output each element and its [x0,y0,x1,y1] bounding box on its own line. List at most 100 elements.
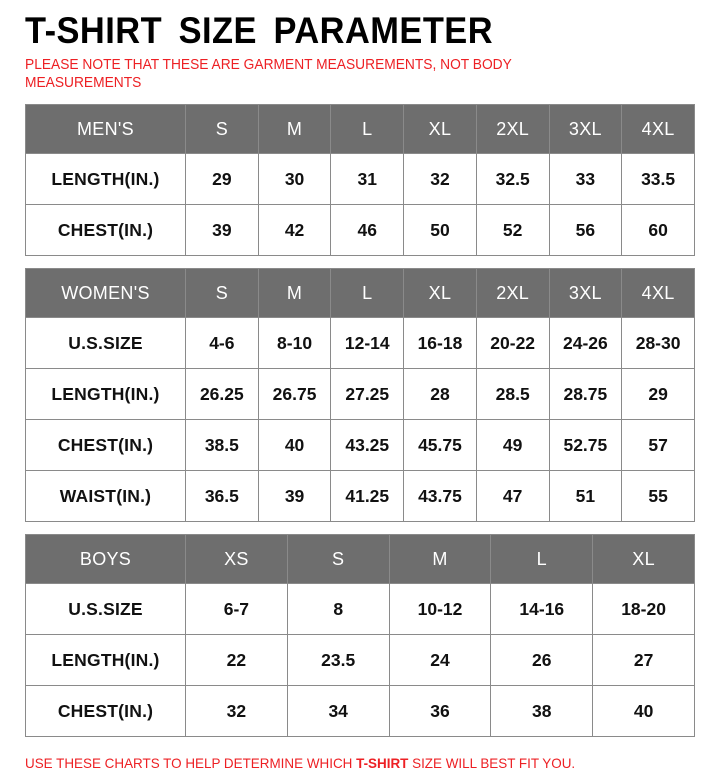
size-chart-mens: MEN'S S M L XL 2XL 3XL 4XL LENGTH(IN.) 29 30 31 32 32… [25,104,695,256]
footer-note: USE THESE CHARTS TO HELP DETERMINE WHICH… [25,737,668,772]
measurement-cell: 28 [403,368,477,420]
footer-prefix: USE THESE CHARTS TO HELP DETERMINE WHICH [25,755,357,771]
table-row: CHEST(IN.) 39 42 46 50 52 56 60 [25,204,695,256]
measurement-cell: 16-18 [403,317,477,369]
measurement-cell: 14-16 [490,583,594,635]
column-header-xl: XL [403,104,477,154]
measurement-cell: 12-14 [330,317,405,369]
measurement-cell: 46 [330,204,405,256]
row-label: U.S.SIZE [25,317,186,369]
measurement-cell: 40 [257,419,332,471]
measurement-cell: 26 [490,634,594,686]
table-row: U.S.SIZE 6-7 8 10-12 14-16 18-20 [25,583,695,635]
measurement-cell: 24 [388,634,492,686]
measurement-cell: 22 [185,634,288,686]
column-header-l: L [330,268,405,318]
column-header-l: L [330,104,405,154]
row-label: U.S.SIZE [25,583,186,635]
table-header-row: BOYS XS S M L XL [25,534,695,584]
page-title: T-SHIRT SIZE PARAMETER [25,10,494,51]
table-row: LENGTH(IN.) 22 23.5 24 26 27 [25,634,695,686]
column-header-xl: XL [592,534,695,584]
measurement-cell: 28-30 [621,317,695,369]
measurement-cell: 33 [548,153,623,205]
column-header-2xl: 2XL [475,268,550,318]
row-label: LENGTH(IN.) [25,368,186,420]
measurement-cell: 29 [621,368,695,420]
measurement-cell: 34 [286,685,390,737]
measurement-cell: 38.5 [185,419,259,471]
row-label: CHEST(IN.) [25,685,186,737]
column-header-s: S [185,104,259,154]
measurement-cell: 38 [490,685,594,737]
measurement-cell: 6-7 [185,583,288,635]
chart-title-cell: WOMEN'S [25,268,186,318]
measurement-cell: 32 [403,153,477,205]
measurement-cell: 39 [185,204,259,256]
measurement-cell: 24-26 [548,317,623,369]
measurement-cell: 26.75 [257,368,332,420]
measurement-cell: 28.75 [548,368,623,420]
row-label: CHEST(IN.) [25,204,186,256]
measurement-cell: 51 [548,470,623,522]
column-header-4xl: 4XL [621,268,695,318]
measurement-cell: 52 [475,204,550,256]
measurement-cell: 30 [257,153,332,205]
measurement-cell: 45.75 [403,419,477,471]
measurement-cell: 57 [621,419,695,471]
measurement-cell: 27.25 [330,368,405,420]
measurement-cell: 29 [185,153,259,205]
row-label: LENGTH(IN.) [25,153,186,205]
column-header-3xl: 3XL [548,104,623,154]
measurement-cell: 8 [286,583,390,635]
measurement-cell: 33.5 [621,153,695,205]
measurement-cell: 23.5 [286,634,390,686]
table-row: CHEST(IN.) 38.5 40 43.25 45.75 49 52.75 57 [25,419,695,471]
table-row: LENGTH(IN.) 29 30 31 32 32.5 33 33.5 [25,153,695,205]
column-header-4xl: 4XL [621,104,695,154]
column-header-2xl: 2XL [475,104,550,154]
measurement-cell: 41.25 [330,470,405,522]
measurement-cell: 39 [257,470,332,522]
measurement-cell: 49 [475,419,550,471]
measurement-cell: 43.25 [330,419,405,471]
table-row: CHEST(IN.) 32 34 36 38 40 [25,685,695,737]
chart-title-cell: MEN'S [25,104,186,154]
measurement-cell: 8-10 [257,317,332,369]
measurement-cell: 10-12 [388,583,492,635]
column-header-l: L [490,534,594,584]
column-header-3xl: 3XL [548,268,623,318]
measurement-cell: 47 [475,470,550,522]
footer-suffix: SIZE WILL BEST FIT YOU. [408,755,576,771]
column-header-m: M [257,104,332,154]
table-header-row: WOMEN'S S M L XL 2XL 3XL 4XL [25,268,695,318]
measurement-cell: 55 [621,470,695,522]
page-subtitle-note: PLEASE NOTE THAT THESE ARE GARMENT MEASU… [25,57,512,91]
chart-title-cell: BOYS [25,534,186,584]
row-label: WAIST(IN.) [25,470,186,522]
column-header-m: M [257,268,332,318]
measurement-cell: 31 [330,153,405,205]
measurement-cell: 42 [257,204,332,256]
measurement-cell: 40 [592,685,695,737]
measurement-cell: 32.5 [475,153,550,205]
measurement-cell: 28.5 [475,368,550,420]
size-charts-container: MEN'S S M L XL 2XL 3XL 4XL LENGTH(IN.) 29 30 31 32 32… [25,104,695,737]
measurement-cell: 56 [548,204,623,256]
measurement-cell: 43.75 [403,470,477,522]
measurement-cell: 27 [592,634,695,686]
column-header-xl: XL [403,268,477,318]
table-header-row: MEN'S S M L XL 2XL 3XL 4XL [25,104,695,154]
measurement-cell: 20-22 [475,317,550,369]
column-header-s: S [286,534,390,584]
table-row: U.S.SIZE 4-6 8-10 12-14 16-18 20-22 24-26 28-30 [25,317,695,369]
column-header-m: M [388,534,492,584]
size-chart-womens: WOMEN'S S M L XL 2XL 3XL 4XL U.S.SIZE 4-6 8-10 12-1… [25,268,695,522]
measurement-cell: 36 [388,685,492,737]
measurement-cell: 32 [185,685,288,737]
measurement-cell: 52.75 [548,419,623,471]
measurement-cell: 18-20 [592,583,695,635]
row-label: LENGTH(IN.) [25,634,186,686]
column-header-xs: XS [185,534,288,584]
column-header-s: S [185,268,259,318]
